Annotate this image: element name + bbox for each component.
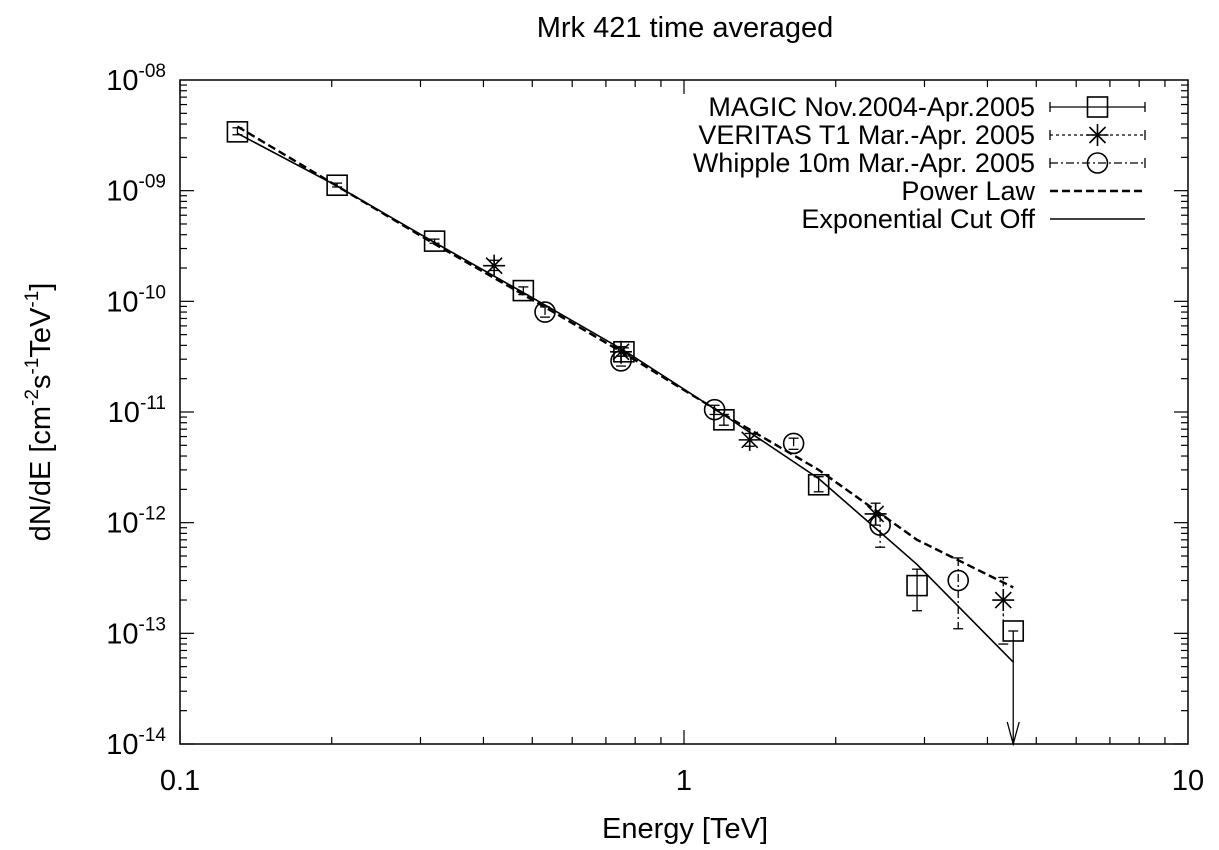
y-tick-label: 10-12 — [106, 504, 166, 540]
magic-point — [906, 574, 928, 597]
magic-point — [226, 121, 249, 143]
magic-point — [423, 230, 446, 252]
y-tick-label-base: 10 — [106, 286, 138, 318]
veritas-point — [610, 340, 633, 363]
legend-label: Exponential Cut Off — [801, 204, 1035, 234]
veritas-point — [483, 254, 506, 277]
x-tick-label: 10 — [1172, 765, 1204, 797]
y-axis-label-end: ] — [25, 283, 57, 291]
star-stroke — [867, 505, 885, 523]
y-axis-label-sup1: -2 — [22, 389, 43, 406]
whipple-point — [534, 301, 556, 323]
magic-point — [1002, 620, 1025, 642]
star-stroke — [485, 257, 503, 275]
magic-point — [807, 473, 830, 496]
star-stroke — [612, 343, 630, 361]
y-tick-label-exp: -11 — [140, 393, 166, 414]
star-stroke — [994, 591, 1012, 609]
magic-point — [512, 279, 535, 302]
y-axis-label-mid2: TeV — [25, 307, 57, 358]
legend-label: Whipple 10m Mar.-Apr. 2005 — [693, 148, 1035, 178]
legend-marker — [1086, 124, 1109, 146]
axis-ticks — [179, 80, 1188, 745]
y-tick-label-base: 10 — [106, 65, 138, 97]
y-tick-label-exp: -12 — [139, 504, 166, 525]
whipple-point — [703, 398, 726, 421]
y-tick-label-base: 10 — [106, 729, 138, 761]
y-tick-label-exp: -10 — [139, 282, 166, 303]
y-axis-label-sup2: -1 — [22, 358, 43, 375]
legend-marker — [1086, 96, 1109, 118]
whipple-point — [869, 514, 891, 536]
y-tick-label-base: 10 — [106, 176, 138, 208]
veritas-point — [738, 428, 761, 451]
star-stroke — [1088, 126, 1107, 144]
plot-frame — [179, 79, 1189, 745]
legend-marker — [1086, 152, 1109, 174]
legend-label: Power Law — [901, 176, 1035, 206]
y-axis-label: dN/dE [cm-2s-1TeV-1] — [22, 283, 57, 542]
magic-point — [326, 174, 348, 197]
veritas-point — [864, 502, 887, 525]
x-tick-label: 1 — [676, 765, 692, 797]
y-tick-label: 10-08 — [106, 61, 166, 97]
whipple-point — [782, 432, 805, 455]
chart-title: Mrk 421 time averaged — [537, 12, 834, 44]
y-tick-label-base: 10 — [106, 508, 138, 540]
whipple-point — [610, 350, 632, 372]
whipple-point — [947, 569, 970, 592]
x-axis-label: Energy [TeV] — [602, 813, 768, 845]
y-tick-label: 10-11 — [108, 393, 166, 429]
x-tick-labels: 0.1 1 10 — [160, 765, 1204, 797]
data-markers — [226, 121, 1025, 642]
y-tick-label-exp: -08 — [139, 61, 166, 82]
legend-label: VERITAS T1 Mar.-Apr. 2005 — [698, 120, 1035, 150]
star-stroke — [741, 431, 759, 449]
veritas-point — [992, 589, 1015, 612]
y-tick-label: 10-13 — [106, 614, 166, 650]
y-tick-label: 10-10 — [106, 282, 166, 318]
y-axis-label-base: dN/dE [cm — [25, 406, 57, 541]
y-tick-label-exp: -13 — [139, 614, 166, 635]
y-axis-label-sup3: -1 — [22, 291, 43, 308]
y-axis-label-mid1: s — [25, 375, 57, 390]
y-tick-label: 10-14 — [106, 725, 166, 761]
y-tick-label-exp: -14 — [139, 725, 167, 746]
y-tick-label-base: 10 — [108, 397, 140, 429]
y-tick-label: 10-09 — [106, 172, 166, 208]
legend-label: MAGIC Nov.2004-Apr.2005 — [708, 92, 1035, 122]
y-tick-label-base: 10 — [106, 618, 138, 650]
y-tick-label-exp: -09 — [139, 172, 166, 193]
x-tick-label: 0.1 — [160, 765, 200, 797]
upper-limit-arrow — [1006, 721, 1020, 747]
